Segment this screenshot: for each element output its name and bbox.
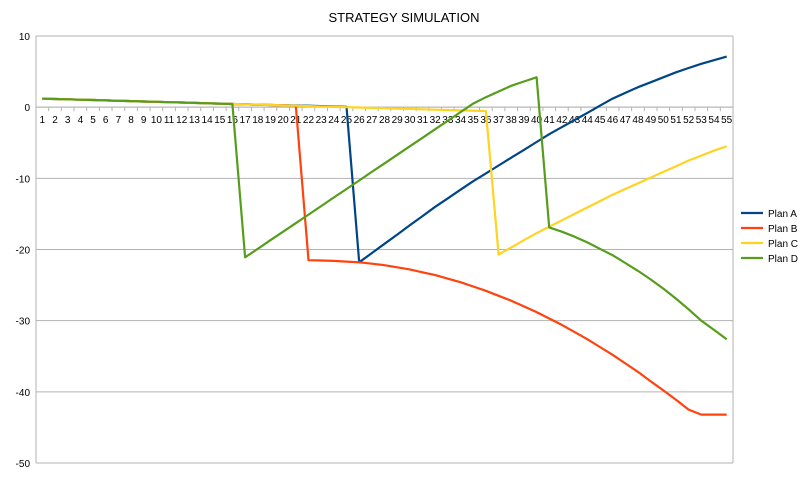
- y-tick-label: 10: [19, 32, 31, 43]
- x-tick-label: 11: [164, 115, 175, 126]
- legend-label-plan-c: Plan C: [768, 239, 798, 250]
- legend: Plan A Plan B Plan C Plan D: [741, 209, 798, 265]
- series-lines: [42, 55, 728, 416]
- x-tick-label: 35: [468, 115, 480, 126]
- series-line-plan-a: [42, 55, 728, 264]
- y-tick-label: -10: [16, 174, 31, 185]
- x-tick-label: 29: [392, 115, 404, 126]
- x-tick-label: 22: [303, 115, 315, 126]
- legend-label-plan-b: Plan B: [768, 224, 798, 235]
- x-tick-label: 19: [265, 115, 277, 126]
- x-tick-label: 50: [658, 115, 670, 126]
- y-tick-label: -40: [16, 388, 31, 399]
- x-tick-label: 12: [176, 115, 188, 126]
- x-tick-label: 55: [721, 115, 733, 126]
- x-tick-label: 18: [252, 115, 264, 126]
- x-tick-label: 3: [65, 115, 71, 126]
- x-tick-label: 49: [645, 115, 657, 126]
- x-tick-label: 13: [189, 115, 201, 126]
- legend-label-plan-a: Plan A: [768, 209, 797, 220]
- series-line-plan-b: [42, 97, 727, 416]
- y-tick-label: 0: [24, 103, 30, 114]
- chart-title: STRATEGY SIMULATION: [329, 10, 480, 25]
- y-tick-label: -30: [16, 317, 31, 328]
- x-tick-label: 26: [354, 115, 366, 126]
- grid-lines: [36, 35, 733, 464]
- x-tick-label: 6: [103, 115, 109, 126]
- x-tick-label: 27: [366, 115, 378, 126]
- x-tick-label: 41: [544, 115, 556, 126]
- legend-label-plan-d: Plan D: [768, 254, 798, 265]
- x-tick-label: 42: [556, 115, 568, 126]
- x-tick-label: 10: [151, 115, 163, 126]
- x-tick-label: 54: [708, 115, 720, 126]
- x-tick-label: 8: [128, 115, 134, 126]
- x-tick-label: 15: [214, 115, 226, 126]
- x-tick-label: 32: [430, 115, 442, 126]
- x-tick-label: 34: [455, 115, 467, 126]
- x-tick-label: 16: [227, 115, 239, 126]
- x-tick-label: 37: [493, 115, 505, 126]
- x-tick-label: 53: [696, 115, 708, 126]
- x-tick-label: 17: [240, 115, 252, 126]
- series-line-plan-d: [42, 76, 728, 341]
- x-tick-label: 9: [141, 115, 147, 126]
- x-tick-label: 52: [683, 115, 695, 126]
- x-tick-label: 46: [607, 115, 619, 126]
- x-tick-label: 44: [582, 115, 594, 126]
- x-tick-label: 38: [506, 115, 518, 126]
- x-tick-label: 7: [116, 115, 122, 126]
- x-tick-label: 24: [328, 115, 340, 126]
- x-tick-label: 5: [90, 115, 96, 126]
- x-tick-label: 1: [40, 115, 46, 126]
- y-tick-label: -20: [16, 246, 31, 257]
- x-tick-label: 20: [278, 115, 290, 126]
- x-tick-label: 23: [316, 115, 328, 126]
- x-tick-label: 40: [531, 115, 543, 126]
- x-tick-label: 48: [632, 115, 644, 126]
- x-tick-label: 45: [594, 115, 606, 126]
- x-tick-label: 31: [417, 115, 429, 126]
- x-tick-label: 47: [620, 115, 632, 126]
- x-tick-label: 51: [670, 115, 682, 126]
- x-tick-label: 28: [379, 115, 391, 126]
- x-tick-label: 2: [52, 115, 58, 126]
- x-tick-label: 30: [404, 115, 416, 126]
- y-tick-label: -50: [16, 459, 31, 470]
- x-tick-label: 4: [78, 115, 84, 126]
- x-tick-label: 39: [518, 115, 530, 126]
- x-tick-label: 14: [202, 115, 214, 126]
